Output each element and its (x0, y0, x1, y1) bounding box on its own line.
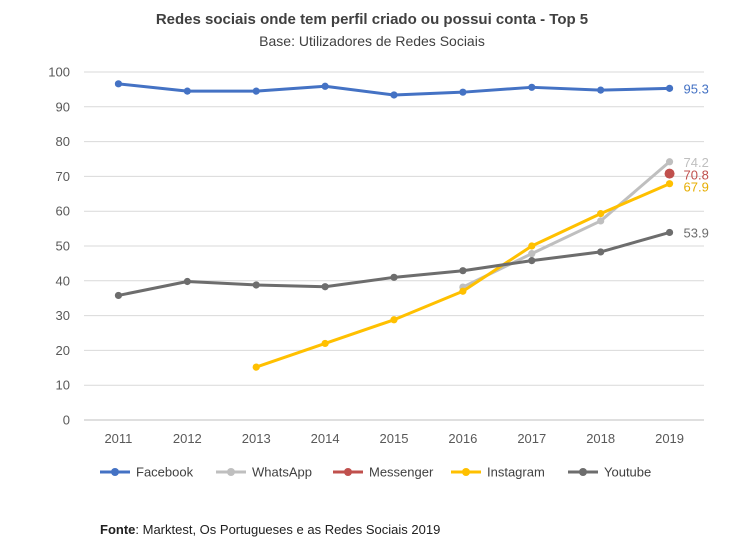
data-point-instagram (390, 316, 398, 324)
x-tick-label: 2012 (173, 431, 202, 446)
data-point-facebook (183, 87, 191, 95)
source-text: : Marktest, Os Portugueses e as Redes So… (135, 522, 441, 537)
x-tick-label: 2019 (655, 431, 684, 446)
end-label-instagram: 67.9 (684, 180, 709, 195)
y-tick-label: 80 (56, 134, 70, 149)
x-tick-label: 2018 (586, 431, 615, 446)
x-tick-label: 2015 (380, 431, 409, 446)
x-tick-label: 2016 (448, 431, 477, 446)
data-point-youtube (252, 281, 260, 289)
data-point-instagram (252, 363, 260, 371)
data-point-facebook (528, 83, 536, 91)
legend-entry-instagram: Instagram (487, 465, 545, 480)
y-tick-label: 10 (56, 378, 70, 393)
data-point-facebook (665, 84, 674, 92)
data-point-instagram (597, 210, 605, 218)
end-label-facebook: 95.3 (684, 81, 709, 96)
legend-entry-whatsapp: WhatsApp (252, 465, 312, 480)
chart-subtitle: Base: Utilizadores de Redes Sociais (259, 33, 485, 49)
legend-entry-messenger: Messenger (369, 465, 434, 480)
data-point-youtube (597, 248, 605, 256)
data-point-youtube (183, 277, 191, 286)
data-point-facebook (252, 87, 260, 95)
end-label-messenger: 70.8 (684, 168, 709, 183)
data-point-messenger (664, 168, 675, 179)
legend-swatch-marker (227, 468, 235, 476)
legend-swatch-marker (579, 468, 587, 476)
x-tick-label: 2013 (242, 431, 271, 446)
data-point-youtube (528, 257, 536, 265)
legend-swatch-marker (111, 468, 119, 476)
x-tick-label: 2014 (311, 431, 340, 446)
series-line-whatsapp (461, 160, 672, 289)
data-point-instagram (321, 339, 329, 348)
data-point-whatsapp (665, 158, 674, 166)
data-point-whatsapp (528, 250, 536, 258)
y-tick-label: 0 (63, 413, 70, 428)
data-point-youtube (114, 291, 123, 300)
x-tick-label: 2011 (104, 431, 132, 446)
data-point-facebook (114, 80, 123, 88)
source-note: Fonte: Marktest, Os Portugueses e as Red… (100, 522, 440, 537)
data-point-facebook (459, 88, 467, 96)
data-point-youtube (321, 283, 329, 291)
chart-title: Redes sociais onde tem perfil criado ou … (155, 11, 589, 28)
y-tick-label: 30 (56, 308, 70, 323)
data-point-whatsapp (597, 217, 605, 225)
data-point-instagram (665, 180, 674, 188)
data-point-youtube (459, 267, 467, 275)
data-point-instagram (528, 242, 536, 250)
line-chart: 0 10 20 30 40 50 60 70 80 90 100 2011 2012 2013 2014 20… (48, 65, 709, 480)
series-line-youtube (116, 230, 672, 297)
y-tick-label: 100 (48, 65, 70, 80)
x-tick-label: 2017 (517, 431, 546, 446)
data-point-facebook (321, 82, 329, 90)
legend-entry-facebook: Facebook (136, 465, 194, 480)
y-tick-label: 90 (56, 99, 70, 114)
y-tick-label: 70 (56, 169, 70, 184)
data-point-youtube (665, 228, 674, 237)
legend-entry-youtube: Youtube (604, 465, 651, 480)
y-tick-label: 40 (56, 273, 70, 288)
y-tick-label: 50 (56, 239, 70, 254)
end-label-youtube: 53.9 (684, 225, 709, 240)
y-tick-label: 60 (56, 204, 70, 219)
legend-swatch-marker (344, 468, 352, 476)
data-point-youtube (390, 273, 398, 281)
end-label-whatsapp: 74.2 (684, 155, 709, 170)
legend-swatch-marker (462, 468, 470, 476)
data-point-facebook (597, 86, 605, 94)
data-point-instagram (459, 287, 467, 295)
y-tick-label: 20 (56, 343, 70, 358)
data-point-facebook (390, 91, 398, 99)
source-label: Fonte (100, 522, 136, 537)
